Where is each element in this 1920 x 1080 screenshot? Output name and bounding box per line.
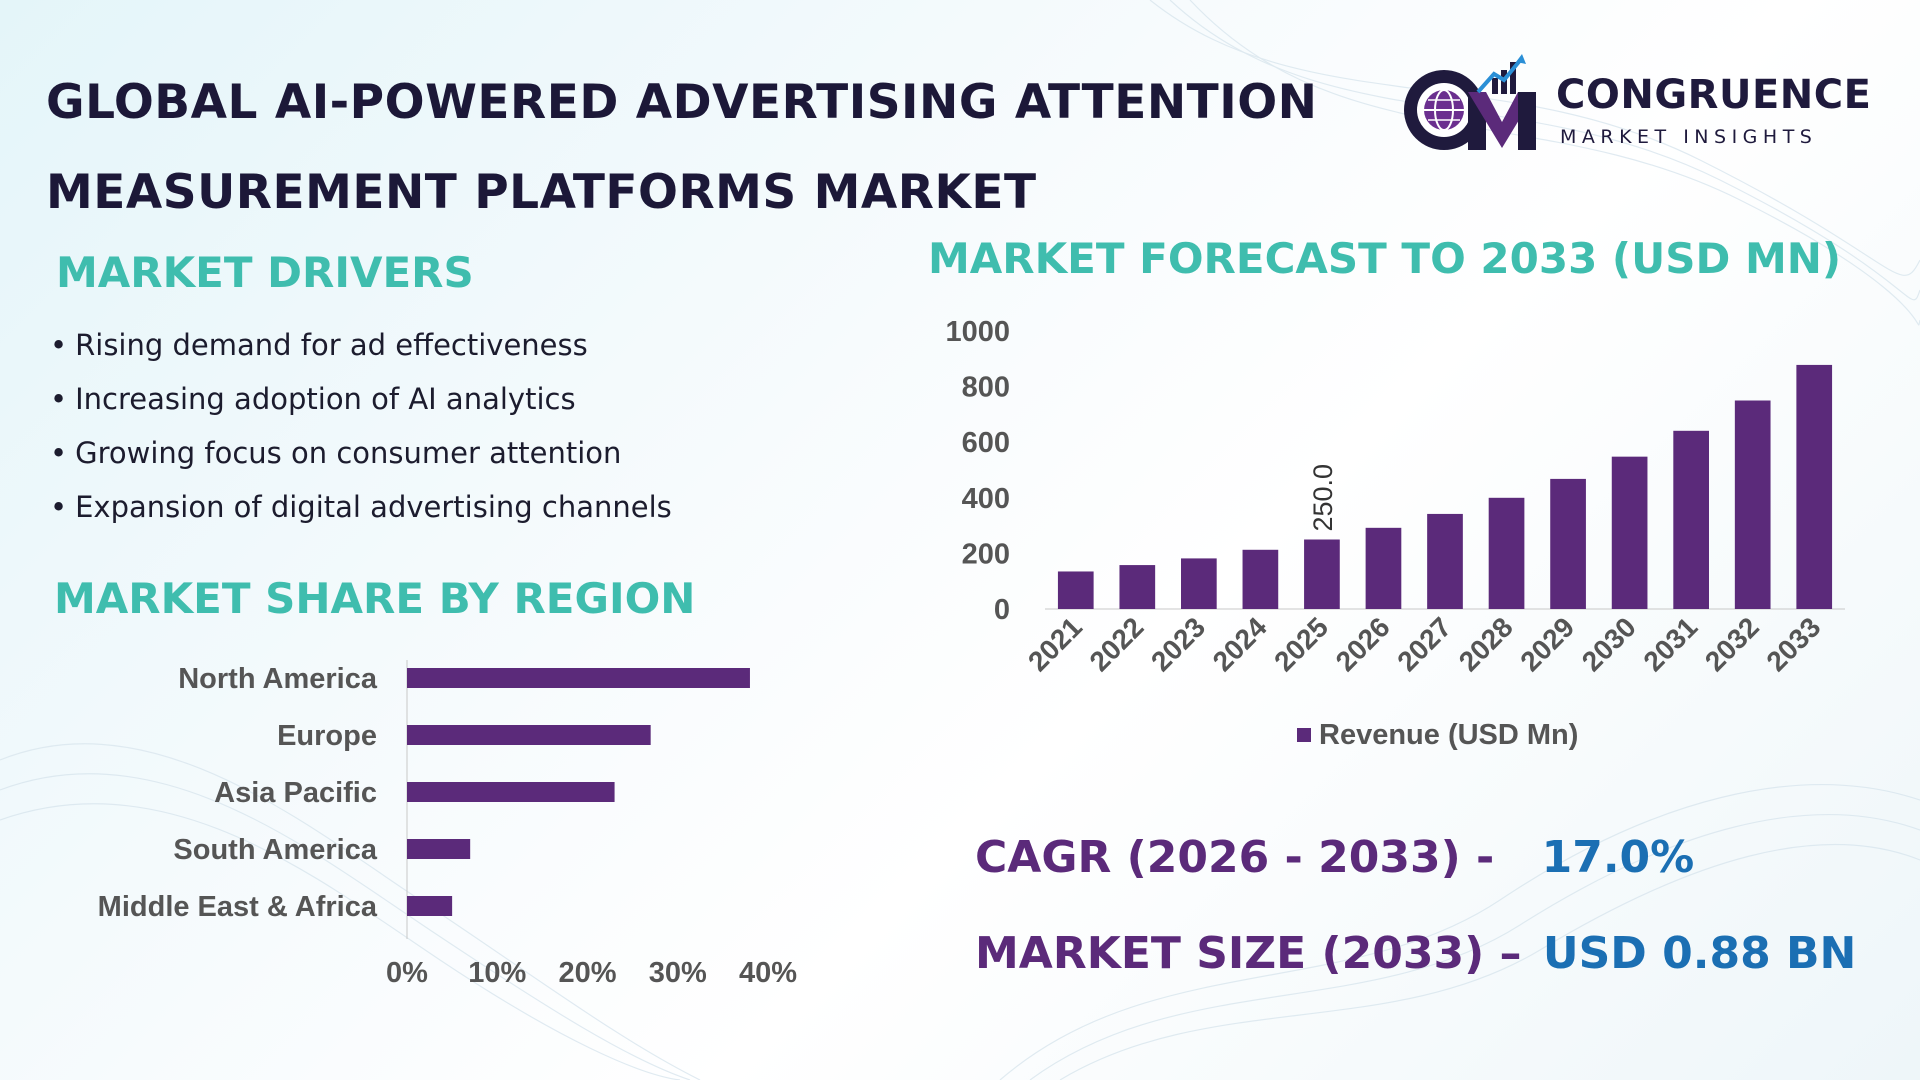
revenue-bar: [1550, 478, 1586, 609]
legend-label: Revenue (USD Mn): [1319, 719, 1578, 750]
market-size-kpi: MARKET SIZE (2033) – USD 0.88 BN: [975, 928, 1856, 979]
x-tick-label: 2021: [1022, 611, 1088, 677]
market-size-label: MARKET SIZE (2033) –: [975, 928, 1522, 979]
category-label: Asia Pacific: [214, 777, 377, 809]
x-tick-label: 0%: [386, 957, 428, 986]
x-tick-label: 2026: [1330, 611, 1396, 677]
revenue-bar: [1427, 513, 1463, 609]
x-tick-label: 2028: [1453, 611, 1519, 677]
market-drivers-list: Rising demand for ad effectiveness Incre…: [50, 318, 672, 534]
y-tick-label: 800: [962, 372, 1010, 404]
y-tick-label: 0: [994, 594, 1010, 626]
cagr-value: 17.0%: [1541, 832, 1695, 883]
page-title-line-2: MEASUREMENT PLATFORMS MARKET: [46, 165, 1037, 220]
x-tick-label: 40%: [739, 957, 797, 986]
legend-swatch: [1297, 728, 1311, 742]
cagr-label: CAGR (2026 - 2033) -: [975, 832, 1495, 883]
revenue-bar: [1796, 364, 1833, 609]
x-tick-label: 2025: [1268, 611, 1334, 677]
x-tick-label: 2033: [1761, 611, 1827, 677]
x-tick-label: 2030: [1576, 611, 1642, 677]
region-bar: [407, 839, 471, 859]
x-tick-label: 20%: [558, 957, 616, 986]
company-logo: CONGRUENCE MARKET INSIGHTS: [1398, 52, 1878, 162]
page-title: GLOBAL AI-POWERED ADVERTISING ATTENTION …: [46, 58, 1318, 238]
x-tick-label: 2032: [1699, 611, 1765, 677]
x-tick-label: 30%: [649, 957, 707, 986]
driver-item: Growing focus on consumer attention: [50, 426, 672, 480]
category-label: North America: [178, 663, 378, 695]
region-bar: [407, 668, 750, 688]
region-share-heading: MARKET SHARE BY REGION: [54, 574, 696, 623]
revenue-bar: [1242, 549, 1279, 609]
revenue-bar: [1734, 400, 1771, 609]
x-tick-label: 2031: [1637, 611, 1703, 677]
x-tick-label: 2024: [1207, 611, 1273, 677]
revenue-bar: [1365, 527, 1402, 609]
forecast-heading: MARKET FORECAST TO 2033 (USD MN): [928, 234, 1842, 283]
globe-bar-chart-icon: [1404, 54, 1536, 150]
revenue-bar: [1181, 558, 1217, 609]
logo-wordmark: CONGRUENCE: [1556, 72, 1872, 118]
y-tick-label: 600: [962, 427, 1010, 459]
x-tick-label: 2022: [1084, 611, 1150, 677]
market-drivers-heading: MARKET DRIVERS: [56, 248, 474, 297]
page-title-line-1: GLOBAL AI-POWERED ADVERTISING ATTENTION: [46, 75, 1318, 130]
region-bar: [407, 782, 615, 802]
category-label: Europe: [277, 720, 377, 752]
region-bar: [407, 896, 453, 916]
y-tick-label: 200: [962, 538, 1010, 570]
region-bar: [407, 725, 651, 745]
driver-item: Expansion of digital advertising channel…: [50, 480, 672, 534]
x-tick-label: 2023: [1145, 611, 1211, 677]
x-tick-label: 2029: [1514, 611, 1580, 677]
region-share-chart: North America Europe Asia Pacific South Ame…: [98, 660, 797, 986]
revenue-bar: [1488, 497, 1525, 609]
revenue-bar: [1673, 430, 1709, 609]
cagr-kpi: CAGR (2026 - 2033) - 17.0%: [975, 832, 1694, 883]
x-tick-label: 2027: [1391, 611, 1457, 677]
data-label: 250.0: [1308, 464, 1338, 532]
y-tick-label: 1000: [945, 316, 1010, 348]
driver-item: Increasing adoption of AI analytics: [50, 372, 672, 426]
revenue-bar: [1304, 539, 1340, 609]
revenue-bar: [1057, 571, 1094, 609]
revenue-bar: [1119, 565, 1156, 609]
category-label: South America: [173, 834, 377, 866]
driver-item: Rising demand for ad effectiveness: [50, 318, 672, 372]
y-tick-label: 400: [962, 483, 1010, 515]
logo-tagline: MARKET INSIGHTS: [1560, 126, 1818, 148]
revenue-bar: [1611, 456, 1648, 609]
market-size-value: USD 0.88 BN: [1542, 928, 1857, 979]
x-tick-label: 10%: [468, 957, 526, 986]
category-label: Middle East & Africa: [98, 891, 378, 923]
